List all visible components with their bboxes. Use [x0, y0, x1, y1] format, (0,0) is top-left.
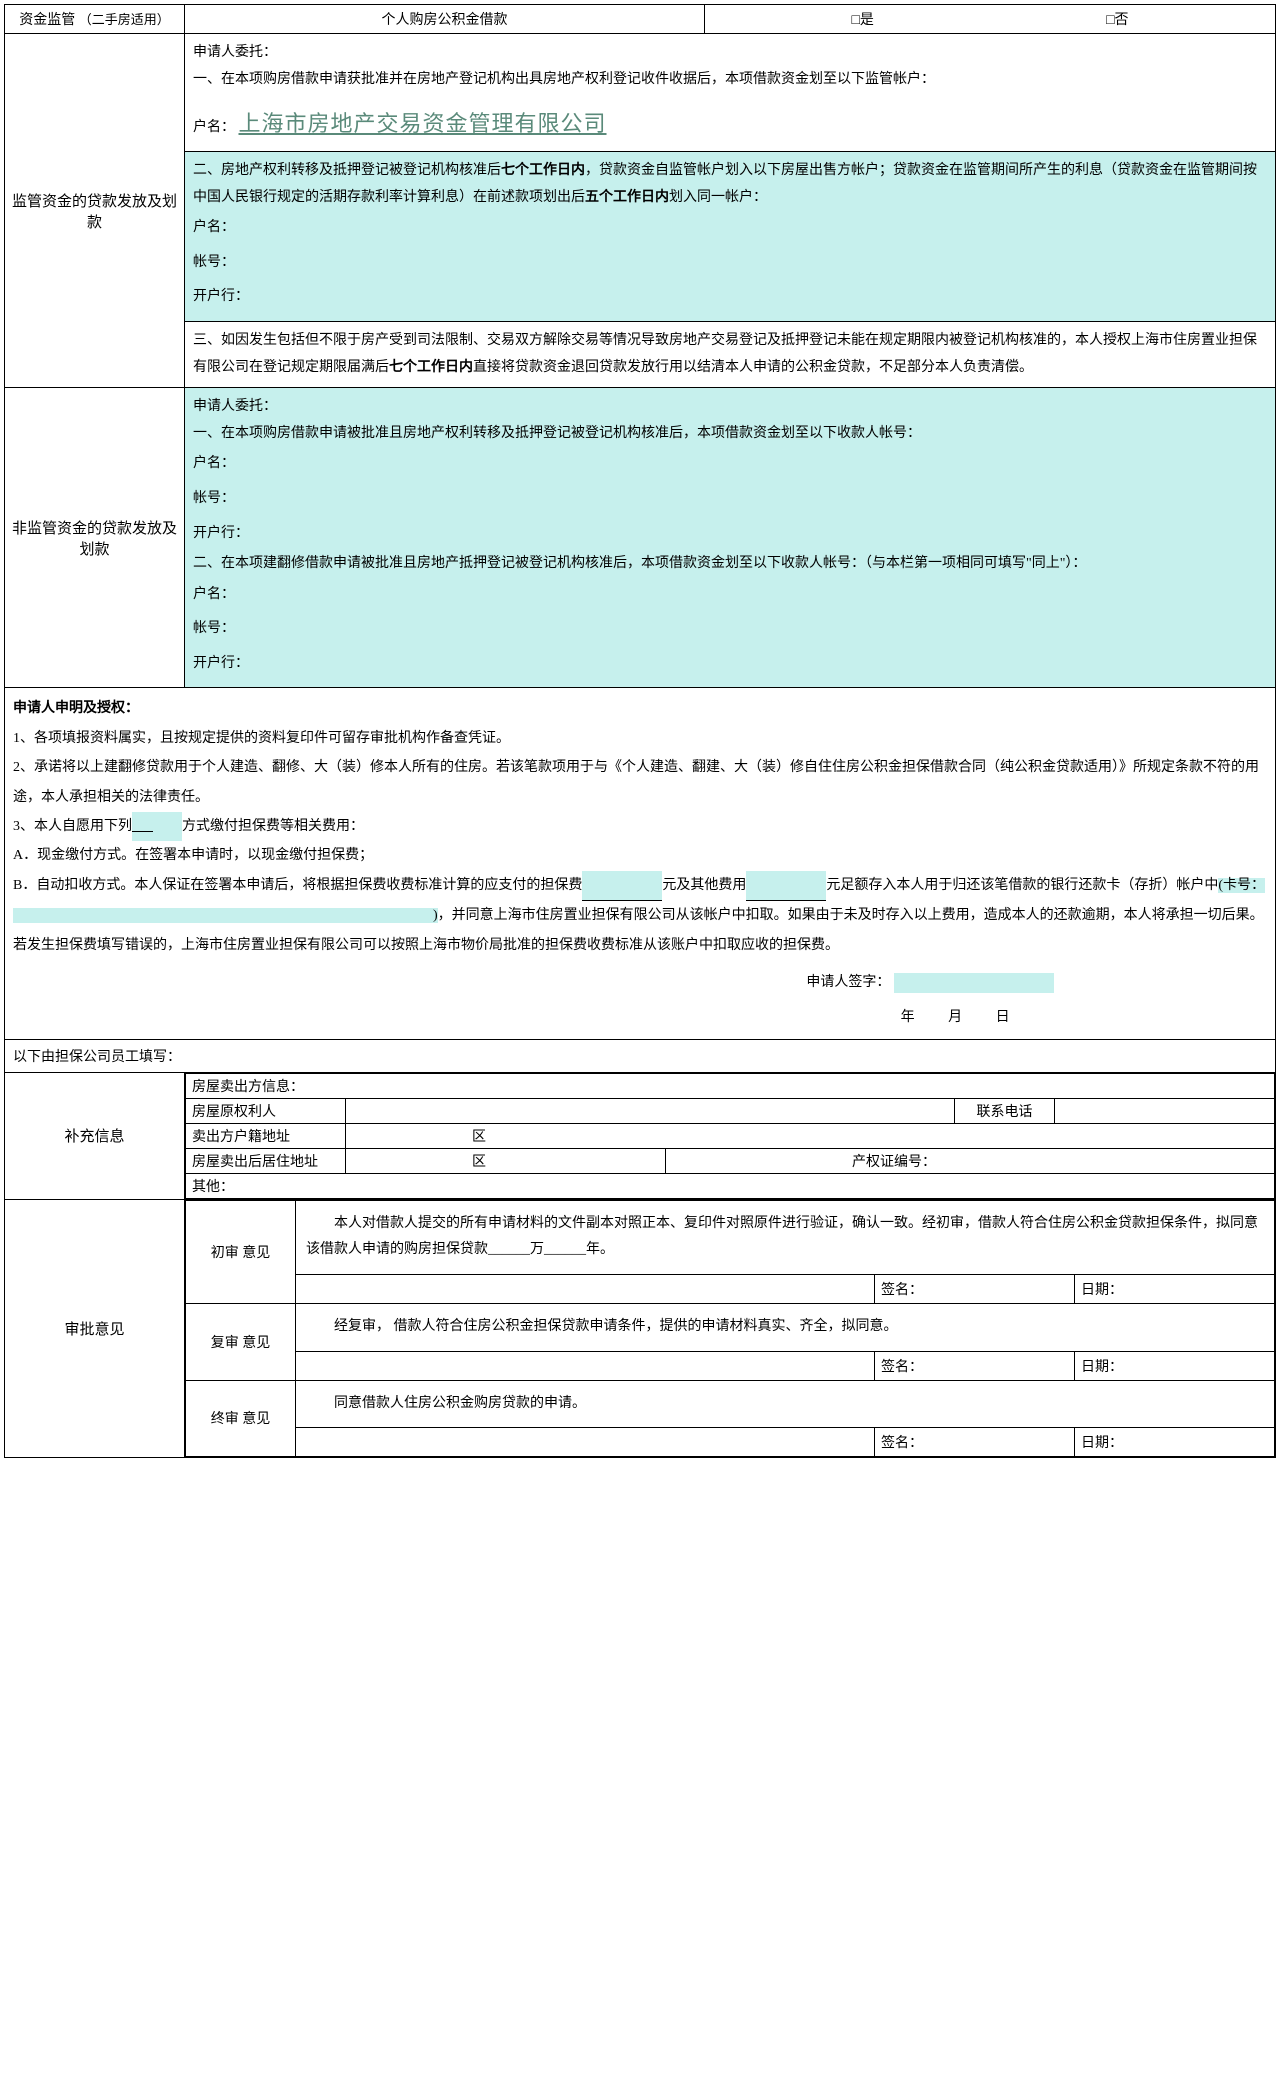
- fund-supervision-sub: （二手房适用）: [79, 12, 170, 27]
- second-sign-spacer: [296, 1351, 875, 1380]
- supervised-p2: 二、房地产权利转移及抵押登记被登记机构核准后七个工作日内，贷款资金自监管帐户划入…: [193, 158, 1267, 211]
- huming-field-3[interactable]: 户名：: [193, 578, 1267, 613]
- decl-item2: 2、承诺将以上建翻修贷款用于个人建造、翻修、大（装）修本人所有的住房。若该笔款项…: [13, 753, 1267, 812]
- huming-field[interactable]: 户名：: [193, 211, 1267, 246]
- fee2-blank[interactable]: [746, 871, 826, 901]
- staff-heading-row: 以下由担保公司员工填写：: [5, 1039, 1276, 1072]
- supp-content: 房屋卖出方信息： 房屋原权利人 联系电话 卖出方户籍地址 区 房屋卖出后居住地址…: [185, 1072, 1276, 1199]
- final-date-label[interactable]: 日期：: [1075, 1428, 1275, 1457]
- approval-content: 初审 意见 本人对借款人提交的所有申请材料的文件副本对照正本、复印件对照原件进行…: [185, 1199, 1276, 1457]
- final-review-label: 终审 意见: [186, 1380, 296, 1457]
- seller-reg-addr-field[interactable]: 区: [346, 1123, 1275, 1148]
- decl-optB: B．自动扣收方式。本人保证在签署本申请后，将根据担保费收费标准计算的应支付的担保…: [13, 871, 1267, 960]
- other-label: 其他：: [186, 1173, 1275, 1198]
- orig-owner-field[interactable]: [346, 1098, 955, 1123]
- account-label: 户名：: [193, 120, 235, 135]
- contact-phone-field[interactable]: [1055, 1098, 1275, 1123]
- supervised-side-label: 监管资金的贷款发放及划款: [5, 34, 185, 388]
- kaihuhang-field-2[interactable]: 开户行：: [193, 517, 1267, 552]
- orig-owner-label: 房屋原权利人: [186, 1098, 346, 1123]
- sign-label: 申请人签字：: [806, 975, 890, 990]
- unsupervised-p1: 一、在本项购房借款申请被批准且房地产权利转移及抵押登记被登记机构核准后，本项借款…: [193, 421, 1267, 448]
- second-review-label: 复审 意见: [186, 1303, 296, 1380]
- zhanghao-field[interactable]: 帐号：: [193, 246, 1267, 281]
- supervised-block1: 申请人委托： 一、在本项购房借款申请获批准并在房地产登记机构出具房地产权利登记收…: [185, 34, 1275, 151]
- entrust-label: 申请人委托：: [193, 40, 1267, 67]
- supervised-block2: 二、房地产权利转移及抵押登记被登记机构核准后七个工作日内，贷款资金自监管帐户划入…: [185, 151, 1275, 321]
- method-blank[interactable]: [132, 812, 182, 841]
- declaration-content: 申请人申明及授权： 1、各项填报资料属实，且按规定提供的资料复印件可留存审批机构…: [5, 688, 1276, 1039]
- decl-item1: 1、各项填报资料属实，且按规定提供的资料复印件可留存审批机构作备查凭证。: [13, 724, 1267, 753]
- supervised-content-cell: 申请人委托： 一、在本项购房借款申请获批准并在房地产登记机构出具房地产权利登记收…: [185, 34, 1276, 388]
- first-review-label: 初审 意见: [186, 1200, 296, 1303]
- declaration-row: 申请人申明及授权： 1、各项填报资料属实，且按规定提供的资料复印件可留存审批机构…: [5, 688, 1276, 1039]
- decl-optA: A．现金缴付方式。在签署本申请时，以现金缴付担保费；: [13, 841, 1267, 870]
- first-sign-label[interactable]: 签名：: [875, 1274, 1075, 1303]
- contact-phone-label: 联系电话: [955, 1098, 1055, 1123]
- second-review-text: 经复审， 借款人符合住房公积金担保贷款申请条件，提供的申请材料真实、齐全，拟同意…: [296, 1303, 1275, 1351]
- second-sign-label[interactable]: 签名：: [875, 1351, 1075, 1380]
- staff-heading: 以下由担保公司员工填写：: [5, 1039, 1276, 1072]
- main-table: 资金监管 （二手房适用） 个人购房公积金借款 □是 □否 监管资金的贷款发放及划…: [4, 4, 1276, 1458]
- fund-supervision-label: 资金监管: [19, 13, 75, 28]
- unsupervised-side-label: 非监管资金的贷款发放及划款: [5, 388, 185, 688]
- huming-field-2[interactable]: 户名：: [193, 447, 1267, 482]
- seller-info-label: 房屋卖出方信息：: [186, 1073, 1275, 1098]
- unsupervised-content: 申请人委托： 一、在本项购房借款申请被批准且房地产权利转移及抵押登记被登记机构核…: [185, 388, 1276, 688]
- entrust-label-2: 申请人委托：: [193, 394, 1267, 421]
- kaihuhang-field[interactable]: 开户行：: [193, 280, 1267, 315]
- cert-no-field[interactable]: 产权证编号：: [666, 1148, 1275, 1173]
- second-date-label[interactable]: 日期：: [1075, 1351, 1275, 1380]
- seller-reg-addr-label: 卖出方户籍地址: [186, 1123, 346, 1148]
- supervised-account-name: 上海市房地产交易资金管理有限公司: [239, 111, 607, 136]
- date-line: 年 月 日: [13, 1003, 1267, 1032]
- final-sign-label[interactable]: 签名：: [875, 1428, 1075, 1457]
- final-sign-spacer: [296, 1428, 875, 1457]
- zhanghao-field-3[interactable]: 帐号：: [193, 612, 1267, 647]
- fund-supervision-cell: 资金监管 （二手房适用）: [5, 5, 185, 34]
- fee1-blank[interactable]: [582, 871, 662, 901]
- unsupervised-row: 非监管资金的贷款发放及划款 申请人委托： 一、在本项购房借款申请被批准且房地产权…: [5, 388, 1276, 688]
- supervised-p1: 一、在本项购房借款申请获批准并在房地产登记机构出具房地产权利登记收件收据后，本项…: [193, 67, 1267, 94]
- zhanghao-field-2[interactable]: 帐号：: [193, 482, 1267, 517]
- checkbox-no[interactable]: □否: [992, 9, 1243, 29]
- supervised-block3: 三、如因发生包括但不限于房产受到司法限制、交易双方解除交易等情况导致房地产交易登…: [185, 321, 1275, 387]
- first-sign-spacer: [296, 1274, 875, 1303]
- loan-type-cell: 个人购房公积金借款: [185, 5, 705, 34]
- checkbox-yes[interactable]: □是: [737, 9, 988, 29]
- account-name-row: 户名： 上海市房地产交易资金管理有限公司: [193, 103, 1267, 145]
- after-sale-addr-field[interactable]: 区: [346, 1148, 666, 1173]
- after-sale-addr-label: 房屋卖出后居住地址: [186, 1148, 346, 1173]
- supp-label: 补充信息: [5, 1072, 185, 1199]
- unsupervised-p2: 二、在本项建翻修借款申请被批准且房地产抵押登记被登记机构核准后，本项借款资金划至…: [193, 551, 1267, 578]
- supp-info-row: 补充信息 房屋卖出方信息： 房屋原权利人 联系电话 卖出方户籍地址 区 房屋卖出…: [5, 1072, 1276, 1199]
- kaihuhang-field-3[interactable]: 开户行：: [193, 647, 1267, 682]
- declaration-title: 申请人申明及授权：: [13, 701, 139, 716]
- approval-label: 审批意见: [5, 1199, 185, 1457]
- decl-item3: 3、本人自愿用下列 方式缴付担保费等相关费用：: [13, 812, 1267, 841]
- signature-line: 申请人签字：: [13, 968, 1267, 997]
- first-date-label[interactable]: 日期：: [1075, 1274, 1275, 1303]
- yes-no-cell: □是 □否: [705, 5, 1276, 34]
- first-review-text: 本人对借款人提交的所有申请材料的文件副本对照正本、复印件对照原件进行验证，确认一…: [296, 1200, 1275, 1274]
- approval-row: 审批意见 初审 意见 本人对借款人提交的所有申请材料的文件副本对照正本、复印件对…: [5, 1199, 1276, 1457]
- final-review-text: 同意借款人住房公积金购房贷款的申请。: [296, 1380, 1275, 1428]
- header-row: 资金监管 （二手房适用） 个人购房公积金借款 □是 □否: [5, 5, 1276, 34]
- supervised-row: 监管资金的贷款发放及划款 申请人委托： 一、在本项购房借款申请获批准并在房地产登…: [5, 34, 1276, 388]
- signature-field[interactable]: [894, 973, 1054, 993]
